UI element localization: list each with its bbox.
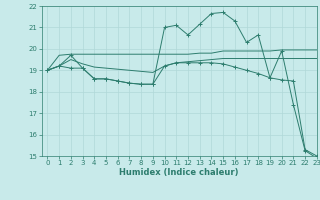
X-axis label: Humidex (Indice chaleur): Humidex (Indice chaleur)	[119, 168, 239, 177]
